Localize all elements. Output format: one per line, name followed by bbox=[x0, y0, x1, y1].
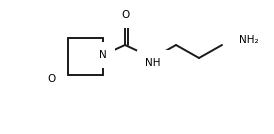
Text: NH: NH bbox=[145, 58, 161, 68]
Text: O: O bbox=[121, 10, 129, 20]
Text: NH₂: NH₂ bbox=[239, 35, 259, 45]
Text: N: N bbox=[99, 50, 107, 60]
Text: O: O bbox=[48, 74, 56, 84]
